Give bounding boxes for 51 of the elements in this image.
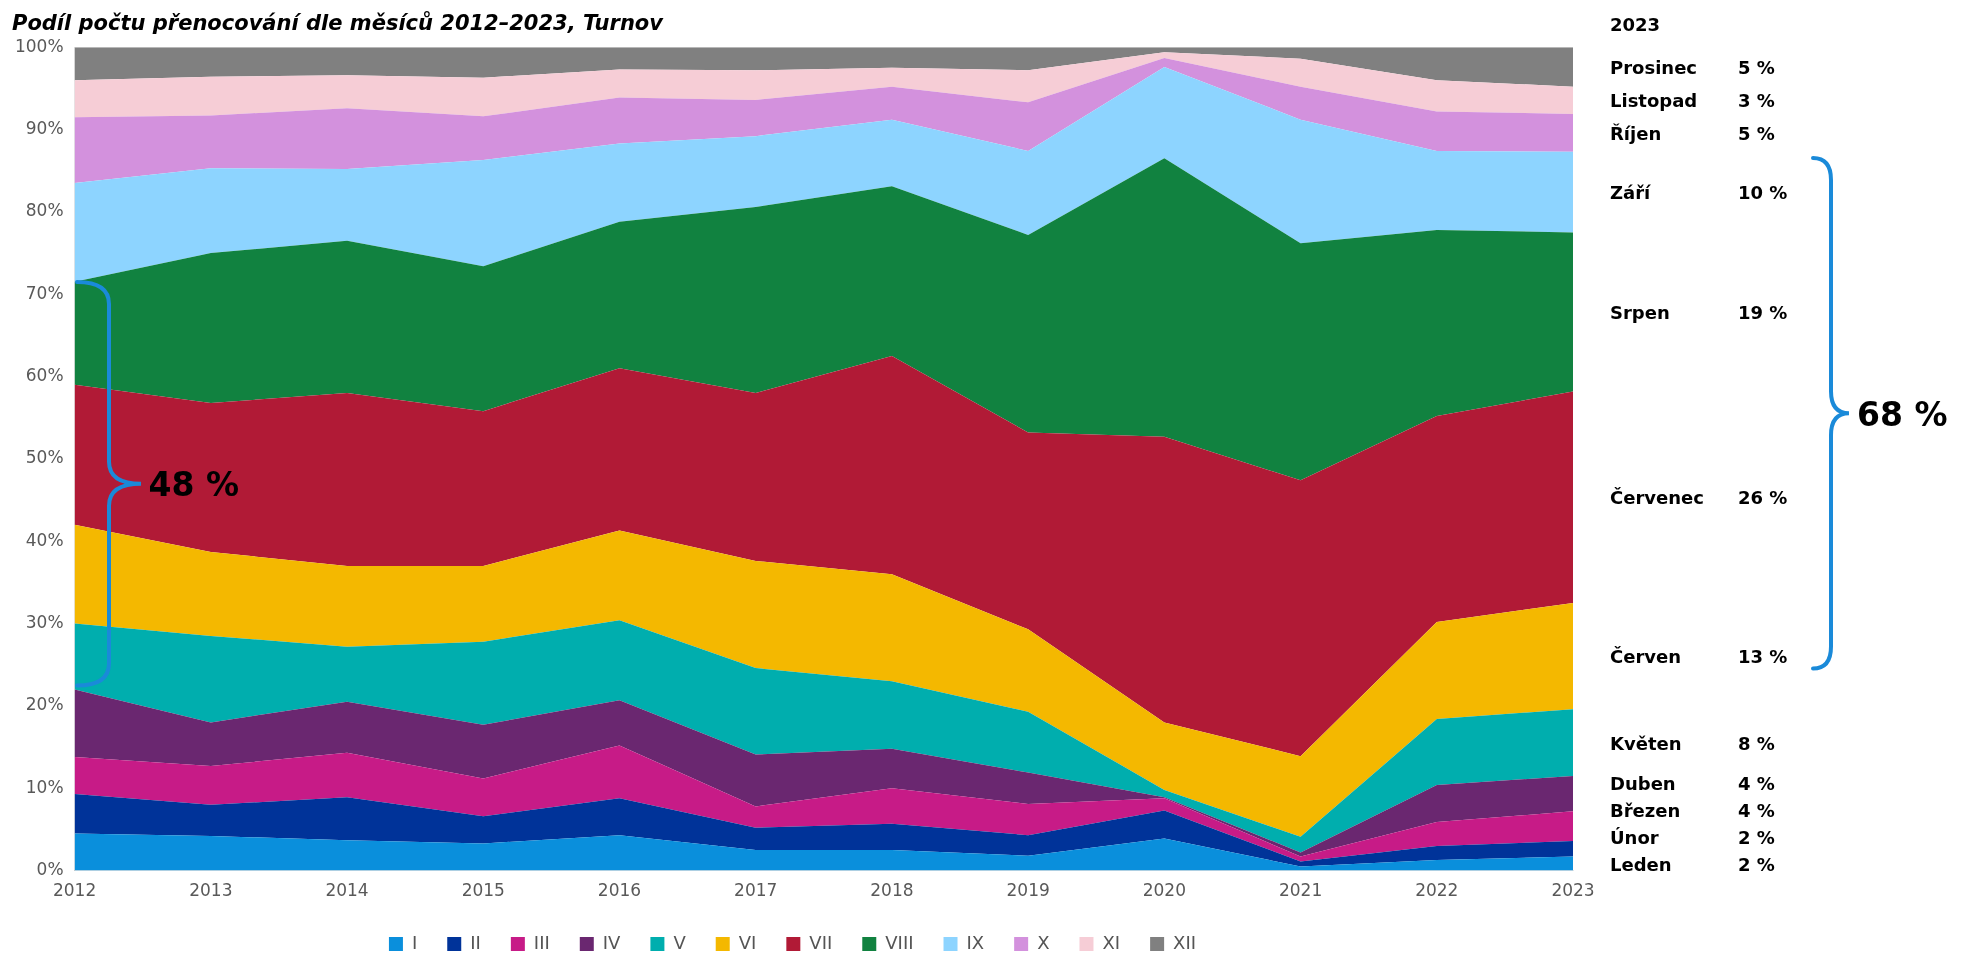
legend-label: I	[411, 931, 418, 953]
legend-label: II	[470, 931, 481, 953]
legend-label: XII	[1173, 931, 1197, 953]
text: Červenec 26 %	[1610, 486, 1788, 508]
text: Prosinec 5 %	[1610, 56, 1775, 78]
y-tick-label: 90%	[25, 117, 64, 138]
y-tick-label: 30%	[25, 612, 64, 632]
x-tick-label: 2020	[1142, 880, 1186, 901]
y-tick-label: 10%	[25, 776, 64, 797]
x-tick-label: 2015	[461, 880, 505, 901]
x-tick-label: 2022	[1415, 880, 1459, 901]
text: Listopad 3 %	[1610, 89, 1775, 111]
text: Červen 13 %	[1610, 645, 1788, 667]
text: 68 %	[1857, 394, 1948, 434]
text: Srpen 19 %	[1610, 301, 1788, 323]
legend-label: IV	[602, 931, 622, 953]
x-tick-label: 2023	[1551, 880, 1595, 901]
legend-label: IX	[966, 931, 985, 953]
y-tick-label: 60%	[25, 364, 64, 385]
text: Březen 4 %	[1610, 799, 1775, 821]
legend-label: X	[1037, 931, 1050, 953]
text: Květen 8 %	[1610, 732, 1775, 754]
text: Duben 4 %	[1610, 772, 1775, 794]
legend-label: VII	[809, 931, 833, 953]
y-tick-label: 80%	[25, 200, 64, 221]
x-tick-label: 2016	[597, 880, 642, 901]
y-tick-label: 40%	[25, 529, 64, 550]
x-tick-label: 2014	[325, 880, 369, 901]
y-tick-label: 70%	[25, 282, 64, 303]
y-tick-label: 100%	[14, 35, 64, 56]
x-tick-label: 2013	[189, 880, 233, 901]
text: Říjen 5 %	[1610, 122, 1775, 144]
x-tick-label: 2021	[1278, 880, 1323, 901]
text: Září 10 %	[1610, 181, 1788, 203]
y-tick-label: 50%	[25, 447, 64, 468]
legend-label: VI	[738, 931, 757, 953]
annotation: 48 %	[148, 464, 240, 504]
legend-label: III	[533, 931, 550, 953]
legend-label: V	[673, 931, 687, 953]
text: Únor 2 %	[1610, 826, 1775, 848]
text: Leden 2 %	[1610, 853, 1775, 875]
chart-title: Podíl počtu přenocování dle měsíců 2012–2023, Turnov	[12, 10, 665, 36]
y-tick-label: 0%	[36, 859, 64, 880]
text: 2023	[1610, 13, 1661, 35]
x-tick-label: 2017	[734, 880, 778, 901]
legend-label: XI	[1102, 931, 1121, 953]
x-tick-label: 2019	[1006, 880, 1050, 901]
y-tick-label: 20%	[25, 694, 64, 715]
x-tick-label: 2018	[870, 880, 914, 901]
legend-label: VIII	[885, 931, 914, 953]
x-tick-label: 2012	[52, 880, 97, 901]
